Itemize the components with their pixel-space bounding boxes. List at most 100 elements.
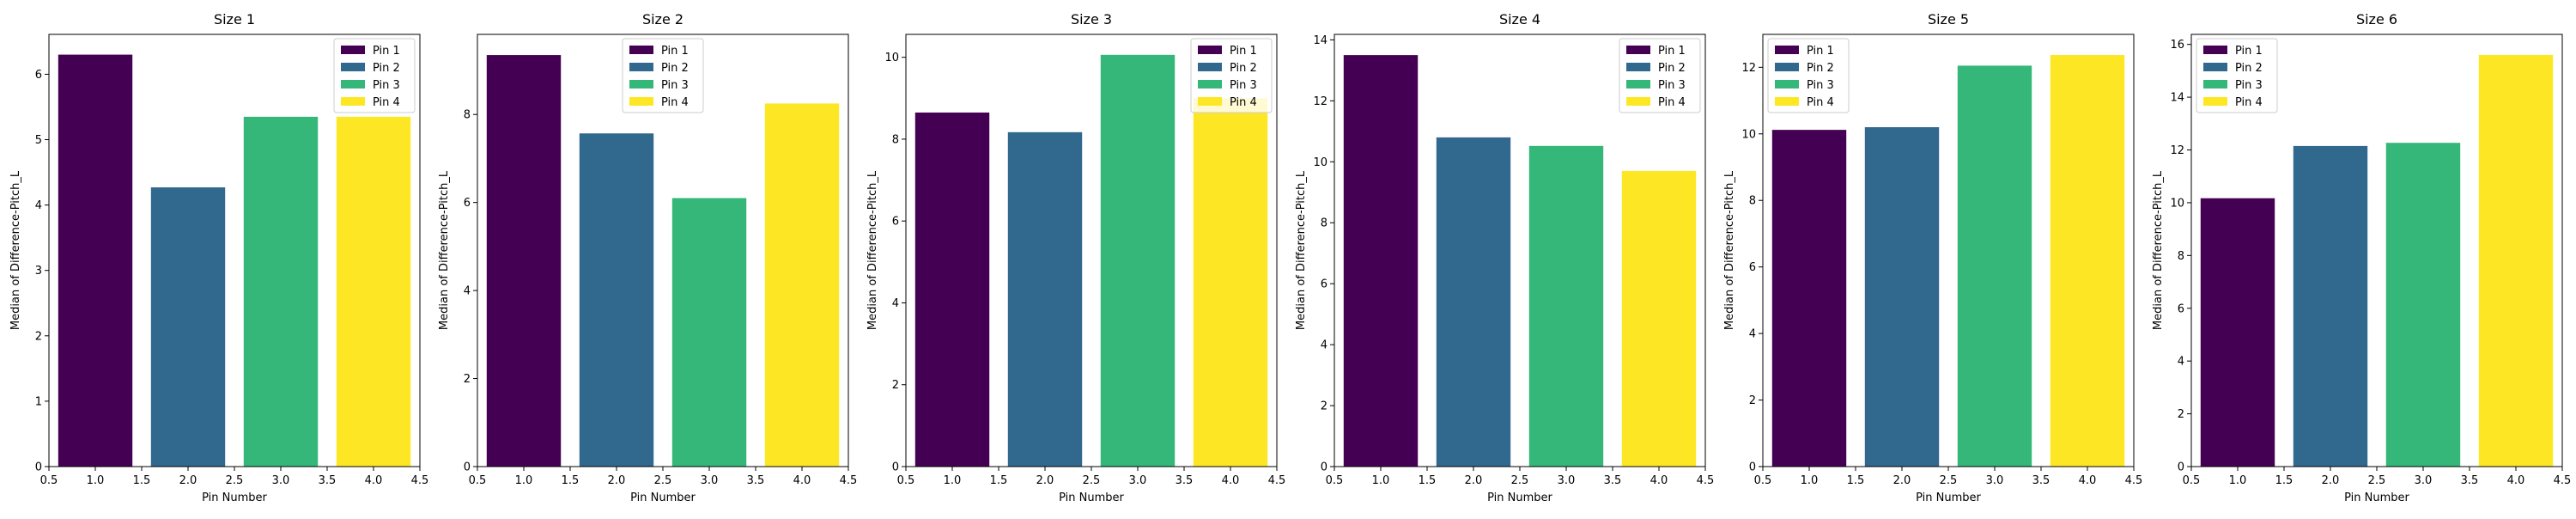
x-tick-label: 4.0 bbox=[1222, 474, 1240, 487]
bar-pin-1 bbox=[58, 54, 133, 467]
x-tick-label: 2.0 bbox=[2322, 474, 2340, 487]
legend-swatch-pin-3 bbox=[1626, 80, 1650, 89]
x-tick-label: 4.0 bbox=[793, 474, 811, 487]
x-tick-label: 2.0 bbox=[608, 474, 626, 487]
legend-box bbox=[1619, 38, 1701, 113]
x-axis-label: Pin Number bbox=[2344, 492, 2409, 504]
bar-pin-4 bbox=[1193, 98, 1268, 467]
legend-swatch-pin-4 bbox=[1626, 97, 1650, 106]
y-tick-label: 10 bbox=[1313, 156, 1327, 169]
x-axis-label: Pin Number bbox=[1487, 492, 1552, 504]
y-axis-label: Median of Difference-Pitch_L bbox=[1295, 170, 1308, 330]
y-tick-label: 4 bbox=[35, 199, 42, 212]
y-tick-label: 2 bbox=[2178, 408, 2184, 421]
y-tick-label: 12 bbox=[1741, 62, 1756, 75]
bar-pin-2 bbox=[2293, 145, 2368, 467]
x-tick-label: 2.5 bbox=[1083, 474, 1101, 487]
x-tick-label: 4.0 bbox=[2507, 474, 2525, 487]
x-tick-label: 0.5 bbox=[1326, 474, 1344, 487]
x-tick-label: 1.5 bbox=[1847, 474, 1865, 487]
bar-pin-3 bbox=[1528, 145, 1604, 467]
x-tick-label: 3.0 bbox=[701, 474, 719, 487]
bar-pin-1 bbox=[1771, 130, 1847, 467]
y-tick-label: 4 bbox=[464, 285, 471, 298]
x-tick-label: 4.5 bbox=[1697, 474, 1715, 487]
bar-pin-1 bbox=[1343, 55, 1419, 467]
legend-swatch-pin-1 bbox=[629, 46, 653, 54]
legend-label-pin-3: Pin 3 bbox=[1230, 79, 1257, 92]
bar-pin-2 bbox=[150, 187, 226, 467]
x-tick-label: 3.5 bbox=[319, 474, 337, 487]
x-tick-label: 3.5 bbox=[1604, 474, 1622, 487]
x-tick-label: 2.5 bbox=[1511, 474, 1529, 487]
x-tick-label: 1.5 bbox=[2275, 474, 2293, 487]
legend-swatch-pin-2 bbox=[2203, 63, 2227, 71]
legend-swatch-pin-3 bbox=[1198, 80, 1222, 89]
chart-title: Size 2 bbox=[642, 11, 683, 27]
legend-label-pin-2: Pin 2 bbox=[2235, 62, 2263, 75]
bar-pin-2 bbox=[579, 133, 654, 467]
bar-pin-4 bbox=[2478, 54, 2554, 467]
x-tick-label: 4.0 bbox=[1650, 474, 1668, 487]
y-tick-label: 4 bbox=[2178, 356, 2184, 369]
x-tick-label: 0.5 bbox=[897, 474, 915, 487]
y-tick-label: 8 bbox=[892, 133, 899, 146]
x-tick-label: 3.0 bbox=[272, 474, 290, 487]
bar-pin-1 bbox=[914, 112, 990, 467]
legend-label-pin-4: Pin 4 bbox=[1230, 96, 1257, 109]
legend: Pin 1 Pin 2 Pin 3 Pin 4 bbox=[1619, 38, 1701, 113]
x-tick-label: 1.5 bbox=[133, 474, 151, 487]
x-tick-label: 4.5 bbox=[2554, 474, 2572, 487]
legend-swatch-pin-4 bbox=[1198, 97, 1222, 106]
y-tick-label: 8 bbox=[2178, 250, 2184, 263]
x-tick-label: 0.5 bbox=[1754, 474, 1772, 487]
y-tick-label: 0 bbox=[1749, 461, 1756, 474]
x-tick-label: 3.5 bbox=[2461, 474, 2479, 487]
y-tick-label: 6 bbox=[1749, 261, 1756, 274]
legend-swatch-pin-3 bbox=[341, 80, 365, 89]
bar-pin-2 bbox=[1436, 137, 1511, 467]
bar-pin-4 bbox=[764, 103, 840, 467]
x-tick-label: 2.0 bbox=[1036, 474, 1054, 487]
x-tick-label: 2.5 bbox=[2368, 474, 2386, 487]
legend-swatch-pin-3 bbox=[629, 80, 653, 89]
x-tick-label: 1.5 bbox=[1419, 474, 1437, 487]
legend-swatch-pin-3 bbox=[1775, 80, 1799, 89]
legend-box bbox=[333, 38, 416, 113]
legend-label-pin-3: Pin 3 bbox=[373, 79, 400, 92]
x-tick-label: 4.0 bbox=[2079, 474, 2097, 487]
bar-pin-3 bbox=[671, 198, 747, 467]
legend-label-pin-1: Pin 1 bbox=[2235, 45, 2263, 58]
y-tick-label: 2 bbox=[35, 330, 42, 343]
x-tick-label: 2.0 bbox=[1893, 474, 1911, 487]
legend-swatch-pin-1 bbox=[1775, 46, 1799, 54]
y-axis-label: Median of Difference-Pitch_L bbox=[1723, 170, 1736, 330]
legend-swatch-pin-2 bbox=[1626, 63, 1650, 71]
x-tick-label: 1.5 bbox=[990, 474, 1008, 487]
y-tick-label: 4 bbox=[1321, 339, 1327, 352]
y-tick-label: 10 bbox=[884, 52, 899, 64]
x-tick-label: 3.0 bbox=[2415, 474, 2433, 487]
legend-box bbox=[1190, 38, 1273, 113]
legend-label-pin-4: Pin 4 bbox=[2235, 96, 2263, 109]
bar-pin-3 bbox=[1957, 65, 2032, 467]
legend-swatch-pin-2 bbox=[341, 63, 365, 71]
legend-swatch-pin-4 bbox=[341, 97, 365, 106]
y-tick-label: 6 bbox=[35, 69, 42, 82]
x-tick-label: 3.0 bbox=[1986, 474, 2004, 487]
x-tick-label: 3.5 bbox=[2032, 474, 2050, 487]
y-tick-label: 2 bbox=[892, 379, 899, 392]
bar-pin-4 bbox=[2050, 55, 2125, 467]
y-axis-label: Median of Difference-Pitch_L bbox=[866, 170, 879, 330]
chart-title: Size 4 bbox=[1499, 11, 1540, 27]
legend: Pin 1 Pin 2 Pin 3 Pin 4 bbox=[622, 38, 704, 113]
y-axis-label: Median of Difference-Pitch_L bbox=[9, 170, 22, 330]
x-tick-label: 4.5 bbox=[411, 474, 429, 487]
legend-label-pin-4: Pin 4 bbox=[373, 96, 400, 109]
legend: Pin 1 Pin 2 Pin 3 Pin 4 bbox=[333, 38, 416, 113]
x-tick-label: 2.0 bbox=[179, 474, 197, 487]
x-tick-label: 2.5 bbox=[1940, 474, 1958, 487]
y-tick-label: 10 bbox=[1741, 128, 1756, 141]
